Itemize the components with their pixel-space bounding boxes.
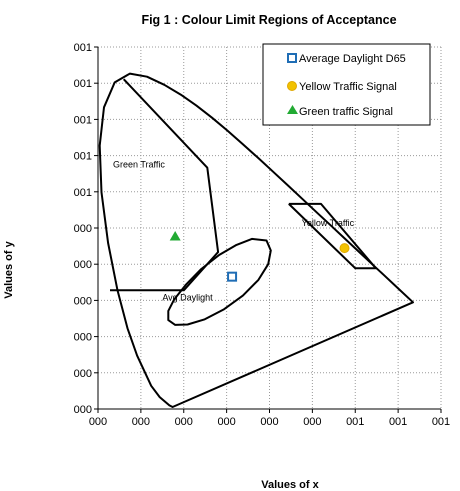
x-tick-label: 000 xyxy=(303,416,321,428)
x-tick-label: 000 xyxy=(217,416,235,428)
data-point-green-signal xyxy=(169,231,181,241)
legend: Average Daylight D65 Yellow Traffic Sign… xyxy=(262,43,431,126)
green-traffic-region xyxy=(110,78,220,292)
avg-daylight-region xyxy=(167,237,272,326)
y-tick-label: 000 xyxy=(74,259,92,271)
region-label: Green Traffic xyxy=(113,160,165,170)
region-label: Avg Daylight xyxy=(162,292,213,302)
y-tick-label: 001 xyxy=(74,114,92,126)
data-point-yellow-signal xyxy=(339,243,350,254)
legend-label-daylight: Average Daylight D65 xyxy=(299,53,406,65)
spectrum-locus xyxy=(98,72,414,408)
x-tick-label: 000 xyxy=(132,416,150,428)
y-tick-label: 001 xyxy=(74,78,92,90)
region-label: Yellow Traffic xyxy=(302,218,355,228)
y-tick-label: 000 xyxy=(74,368,92,380)
x-tick-label: 001 xyxy=(432,416,450,428)
legend-label-green: Green traffic Signal xyxy=(299,106,393,118)
y-axis-label: Values of y xyxy=(3,240,15,298)
y-tick-label: 001 xyxy=(74,151,92,163)
x-tick-label: 001 xyxy=(389,416,407,428)
data-point-daylight-d65 xyxy=(227,271,238,282)
legend-label-yellow: Yellow Traffic Signal xyxy=(299,81,397,93)
legend-marker-yellow xyxy=(287,81,297,91)
y-tick-label: 000 xyxy=(74,295,92,307)
y-tick-label: 000 xyxy=(74,223,92,235)
x-tick-label: 000 xyxy=(175,416,193,428)
y-tick-label: 001 xyxy=(74,187,92,199)
y-tick-label: 000 xyxy=(74,404,92,416)
y-tick-label: 001 xyxy=(74,42,92,54)
legend-marker-daylight xyxy=(287,53,297,63)
y-tick-label: 000 xyxy=(74,332,92,344)
x-tick-label: 001 xyxy=(346,416,364,428)
chart-title: Fig 1 : Colour Limit Regions of Acceptan… xyxy=(141,13,396,27)
x-tick-label: 000 xyxy=(89,416,107,428)
x-tick-label: 000 xyxy=(260,416,278,428)
legend-marker-green xyxy=(287,105,298,114)
x-axis-label: Values of x xyxy=(261,479,319,491)
yellow-traffic-region xyxy=(288,202,377,270)
